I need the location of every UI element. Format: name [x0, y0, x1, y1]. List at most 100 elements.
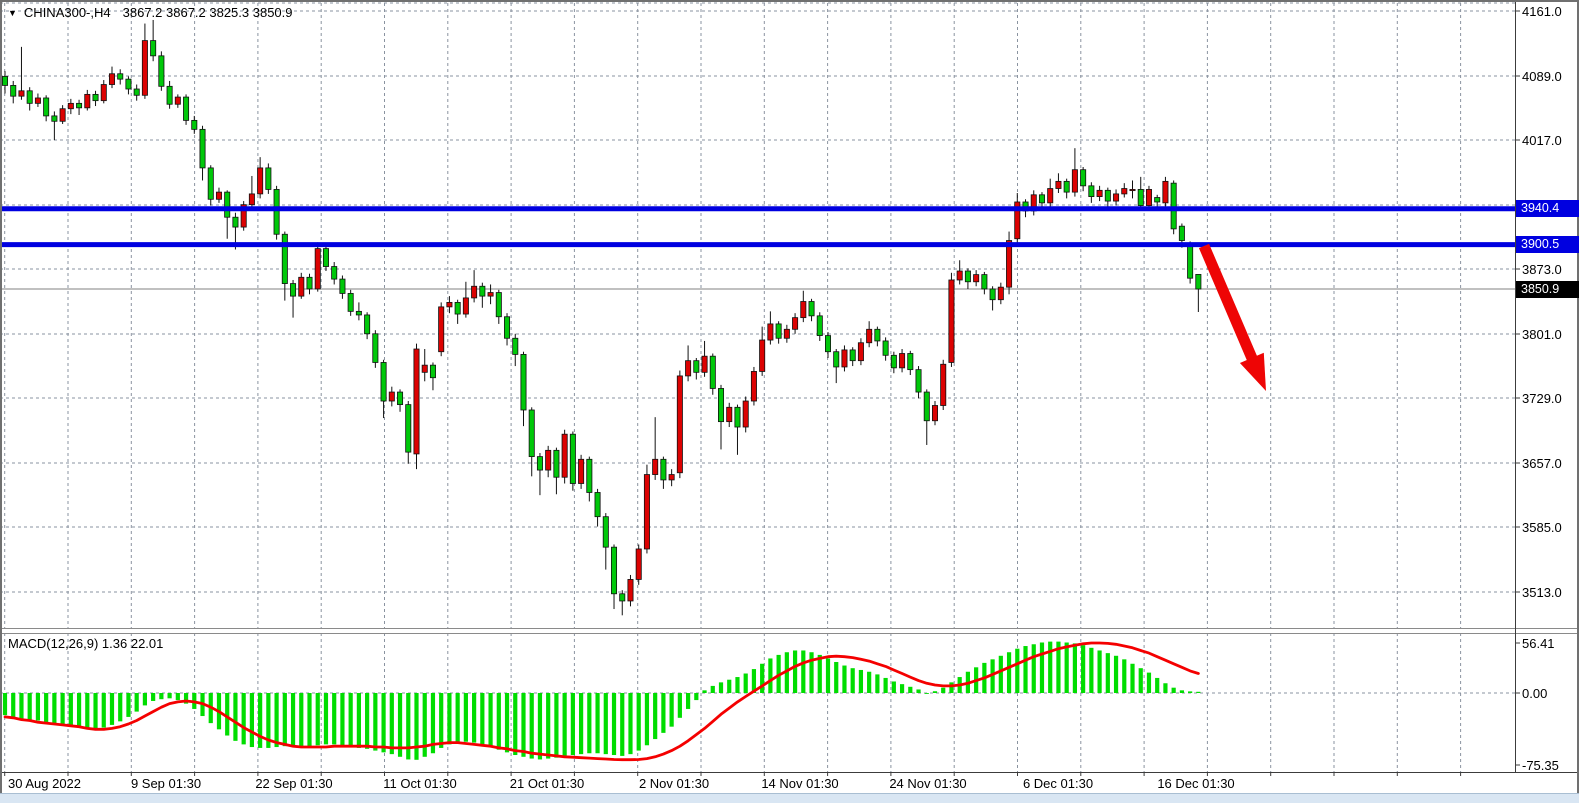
time-axis-label: 21 Oct 01:30 [509, 776, 585, 791]
macd-histogram-bar [825, 658, 831, 693]
macd-histogram-bar [677, 693, 682, 718]
candle-up [18, 90, 25, 97]
macd-histogram-bar [908, 686, 913, 693]
macd-histogram-bar [68, 693, 73, 726]
macd-histogram-bar [990, 659, 995, 693]
candle-down [232, 216, 239, 228]
price-axis-label: 3585.0 [1522, 520, 1562, 535]
macd-histogram-bar [332, 693, 337, 745]
macd-histogram-bar [397, 693, 403, 757]
macd-histogram-bar [792, 650, 798, 693]
candle-up [471, 285, 478, 299]
macd-histogram-bar [702, 690, 707, 693]
macd-histogram-bar [348, 693, 353, 747]
macd-histogram-bar [644, 693, 650, 746]
price-axis-label: 4017.0 [1522, 133, 1562, 148]
macd-histogram-bar [834, 661, 839, 693]
candle-down [594, 492, 601, 518]
candle-up [59, 108, 66, 122]
macd-histogram-bar [101, 693, 106, 728]
macd-histogram-bar [315, 693, 320, 746]
macd-histogram-bar [1089, 647, 1094, 693]
price-axis-label: 4161.0 [1522, 4, 1562, 19]
candle-up [1121, 188, 1128, 195]
candle-up [34, 97, 41, 104]
candle-down [1080, 169, 1087, 187]
candle-down [553, 449, 560, 478]
candle-down [602, 516, 609, 548]
candle-down [273, 189, 280, 235]
macd-histogram-bar [373, 693, 378, 751]
macd-histogram-bar [159, 693, 164, 700]
macd-histogram-bar [1097, 650, 1102, 693]
macd-histogram-bar [472, 693, 477, 743]
candle-down [1154, 197, 1161, 203]
candle-down [1088, 185, 1095, 197]
macd-histogram-bar [916, 689, 921, 693]
macd-histogram-bar [1196, 691, 1201, 693]
candle-up [298, 276, 305, 297]
macd-histogram-bar [751, 669, 757, 693]
macd-histogram-bar [406, 693, 411, 760]
macd-histogram-bar [628, 693, 633, 755]
price-line-badge: 3940.4 [1516, 200, 1579, 218]
macd-histogram-bar [1113, 655, 1119, 693]
candle-down [907, 353, 914, 371]
macd-histogram-bar [455, 693, 460, 743]
macd-axis-label: 56.41 [1522, 636, 1555, 651]
candle-down [429, 364, 436, 379]
macd-histogram-bar [1023, 646, 1028, 693]
macd-histogram-bar [422, 693, 427, 757]
price-line-badge: 3900.5 [1516, 236, 1579, 254]
macd-histogram-bar [867, 671, 872, 693]
macd-histogram-bar [175, 693, 180, 701]
chart-dropdown-icon[interactable]: ▼ [8, 8, 17, 18]
candle-up [1129, 189, 1136, 192]
macd-histogram-bar [694, 693, 699, 701]
candle-down [339, 278, 346, 294]
candle-up [643, 474, 650, 550]
macd-histogram-bar [496, 693, 501, 750]
macd-histogram-bar [685, 693, 691, 709]
macd-histogram-bar [595, 693, 600, 754]
trend-arrow-shaft[interactable] [1198, 243, 1260, 366]
candle-up [257, 167, 264, 195]
candle-down [454, 301, 461, 315]
candle-down [693, 360, 700, 373]
candle-up [726, 406, 733, 423]
candle-down [76, 102, 83, 109]
candle-down [981, 274, 988, 290]
macd-signal-line [3, 641, 1200, 762]
macd-histogram-bar [932, 691, 938, 693]
candle-up [388, 391, 395, 402]
candle-up [792, 317, 799, 330]
macd-histogram-bar [1006, 652, 1012, 693]
candle-down [808, 301, 815, 317]
macd-histogram-bar [488, 693, 493, 748]
candle-up [701, 355, 708, 373]
candle-up [67, 102, 74, 110]
macd-histogram-bar [611, 693, 617, 756]
macd-histogram-bar [151, 693, 156, 701]
trend-arrow-head[interactable] [1239, 352, 1266, 391]
macd-histogram-bar [504, 693, 510, 753]
macd-histogram-bar [1179, 690, 1184, 693]
macd-histogram-bar [1015, 648, 1020, 693]
candle-up [100, 84, 107, 102]
candle-down [166, 85, 173, 105]
candle-up [676, 375, 683, 474]
candle-down [775, 323, 782, 339]
candle-down [479, 285, 486, 297]
pane-divider[interactable] [0, 629, 1579, 633]
macd-histogram-bar [389, 693, 394, 755]
candle-up [627, 579, 634, 602]
macd-histogram-bar [636, 693, 641, 751]
candle-down [1170, 182, 1177, 230]
macd-histogram-bar [480, 693, 485, 745]
candle-up [1047, 188, 1054, 204]
macd-histogram-bar [258, 693, 263, 748]
candle-up [545, 449, 552, 471]
macd-histogram-bar [998, 655, 1003, 693]
candle-down [290, 283, 297, 297]
